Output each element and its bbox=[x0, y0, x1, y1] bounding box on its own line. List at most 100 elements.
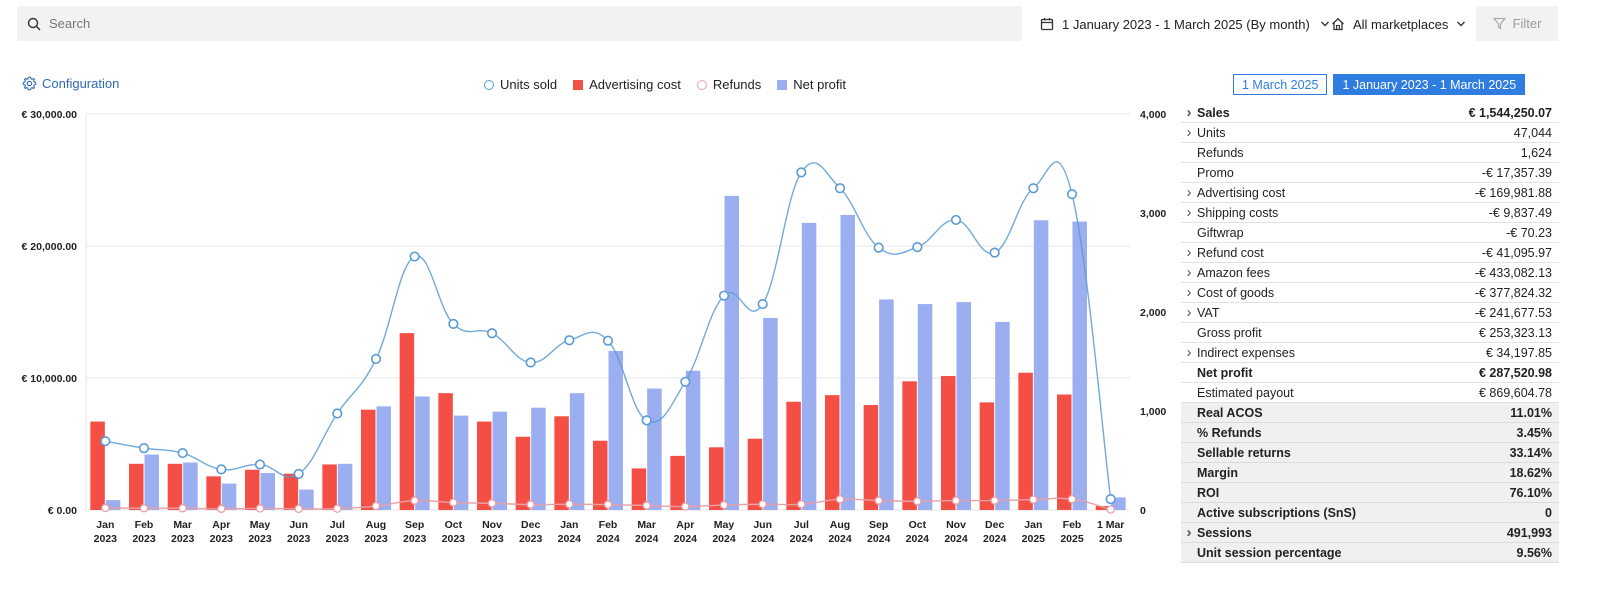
stat-value: -€ 9,837.49 bbox=[1488, 205, 1552, 220]
legend-item-advertising-cost[interactable]: Advertising cost bbox=[573, 77, 681, 92]
x-axis-tick-label: Sep bbox=[405, 519, 424, 531]
point-units-sold bbox=[950, 214, 962, 226]
point-refunds bbox=[294, 504, 303, 514]
bar-advertising-cost bbox=[129, 463, 144, 510]
legend-item-refunds[interactable]: Refunds bbox=[696, 77, 761, 92]
stat-row-net-profit: Net profit € 287,520.98 bbox=[1181, 363, 1559, 383]
search-box[interactable] bbox=[17, 6, 1022, 41]
right-axis-tick-label: 2,000 bbox=[1140, 307, 1166, 319]
bar-advertising-cost bbox=[670, 455, 685, 510]
bar-advertising-cost bbox=[399, 333, 415, 510]
x-axis-tick-year: 2024 bbox=[867, 533, 891, 545]
x-axis-tick-label: Mar bbox=[637, 519, 656, 531]
period-tabs: 1 March 2025 1 January 2023 - 1 March 20… bbox=[1233, 74, 1526, 95]
chevron-right-icon[interactable]: › bbox=[1186, 264, 1192, 281]
tab-single-day[interactable]: 1 March 2025 bbox=[1233, 74, 1328, 95]
bar-net-profit bbox=[685, 370, 701, 510]
bar-advertising-cost bbox=[786, 401, 801, 510]
legend-item-net-profit[interactable]: Net profit bbox=[777, 77, 846, 92]
stat-row-advertising-cost[interactable]: › Advertising cost -€ 169,981.88 bbox=[1181, 183, 1559, 203]
stat-row-vat[interactable]: › VAT -€ 241,677.53 bbox=[1181, 303, 1559, 323]
x-axis-tick-year: 2023 bbox=[326, 533, 350, 545]
point-units-sold bbox=[564, 335, 575, 346]
stat-value: € 287,520.98 bbox=[1479, 365, 1552, 380]
bar-advertising-cost bbox=[283, 473, 299, 510]
chevron-right-icon[interactable]: › bbox=[1186, 284, 1192, 301]
point-units-sold bbox=[370, 353, 382, 365]
bar-net-profit bbox=[647, 388, 662, 510]
chevron-right-icon[interactable]: › bbox=[1186, 124, 1192, 141]
stat-value: -€ 169,981.88 bbox=[1474, 185, 1552, 200]
chevron-right-icon[interactable]: › bbox=[1186, 104, 1192, 121]
filter-button[interactable]: Filter bbox=[1476, 6, 1558, 41]
x-axis-tick-year: 2023 bbox=[480, 533, 504, 545]
x-axis-tick-year: 2024 bbox=[596, 533, 620, 545]
point-refunds bbox=[642, 501, 651, 510]
point-units-sold bbox=[796, 167, 807, 178]
stat-value: -€ 433,082.13 bbox=[1474, 265, 1552, 280]
stat-row-amazon-fees[interactable]: › Amazon fees -€ 433,082.13 bbox=[1181, 263, 1559, 283]
left-axis-tick-label: € 30,000.00 bbox=[22, 109, 78, 121]
calendar-icon bbox=[1040, 18, 1054, 31]
x-axis-tick-year: 2023 bbox=[364, 533, 388, 545]
point-refunds bbox=[1067, 494, 1077, 504]
left-axis-tick-label: € 10,000.00 bbox=[22, 373, 78, 385]
date-range-selector[interactable]: 1 January 2023 - 1 March 2025 (By month) bbox=[1040, 14, 1330, 34]
stat-value: -€ 70.23 bbox=[1506, 225, 1552, 240]
chevron-right-icon[interactable]: › bbox=[1186, 344, 1192, 361]
point-refunds bbox=[951, 496, 961, 505]
point-units-sold bbox=[1105, 494, 1116, 505]
x-axis-tick-year: 2024 bbox=[635, 533, 659, 545]
x-axis-tick-year: 2024 bbox=[558, 533, 582, 545]
x-axis-tick-label: Feb bbox=[599, 519, 618, 531]
stat-label: ROI bbox=[1197, 485, 1220, 500]
x-axis-tick-label: Oct bbox=[445, 519, 463, 531]
stat-row-cost-of-goods[interactable]: › Cost of goods -€ 377,824.32 bbox=[1181, 283, 1559, 303]
point-refunds bbox=[101, 503, 110, 513]
stat-label: Margin bbox=[1197, 465, 1238, 480]
bar-net-profit bbox=[995, 321, 1010, 510]
chevron-right-icon[interactable]: › bbox=[1186, 524, 1192, 541]
point-units-sold bbox=[1066, 189, 1078, 200]
tab-full-range[interactable]: 1 January 2023 - 1 March 2025 bbox=[1333, 74, 1526, 95]
point-units-sold bbox=[486, 328, 498, 339]
x-axis-tick-label: Oct bbox=[909, 519, 927, 531]
stat-value: -€ 377,824.32 bbox=[1474, 285, 1552, 300]
stat-row-units[interactable]: › Units 47,044 bbox=[1181, 123, 1559, 143]
right-axis-tick-label: 1,000 bbox=[1140, 406, 1166, 418]
x-axis-tick-year: 2024 bbox=[906, 533, 930, 545]
filter-label: Filter bbox=[1512, 16, 1542, 31]
search-input[interactable] bbox=[47, 15, 951, 32]
chevron-right-icon[interactable]: › bbox=[1186, 304, 1192, 321]
stat-label: Cost of goods bbox=[1197, 285, 1275, 300]
stat-row-sales[interactable]: › Sales € 1,544,250.07 bbox=[1181, 103, 1559, 123]
chevron-right-icon[interactable]: › bbox=[1186, 204, 1192, 221]
point-refunds bbox=[139, 503, 149, 513]
stat-row-refunds: % Refunds 3.45% bbox=[1181, 423, 1559, 443]
x-axis-tick-year: 2023 bbox=[171, 533, 195, 545]
stat-row-refund-cost[interactable]: › Refund cost -€ 41,095.97 bbox=[1181, 243, 1559, 263]
x-axis-tick-year: 2023 bbox=[403, 533, 427, 545]
x-axis-tick-label: Apr bbox=[212, 519, 230, 531]
stat-label: Advertising cost bbox=[1197, 185, 1286, 200]
stat-row-shipping-costs[interactable]: › Shipping costs -€ 9,837.49 bbox=[1181, 203, 1559, 223]
x-axis-tick-year: 2023 bbox=[248, 533, 272, 545]
stat-row-indirect-expenses[interactable]: › Indirect expenses € 34,197.85 bbox=[1181, 343, 1559, 363]
search-icon bbox=[27, 17, 41, 30]
stat-value: -€ 41,095.97 bbox=[1481, 245, 1552, 260]
stat-row-real-acos: Real ACOS 11.01% bbox=[1181, 403, 1559, 423]
bar-net-profit bbox=[879, 299, 894, 510]
configuration-link[interactable]: Configuration bbox=[22, 76, 119, 91]
legend-item-units-sold[interactable]: Units sold bbox=[484, 77, 557, 92]
stat-row-sessions[interactable]: › Sessions 491,993 bbox=[1181, 523, 1559, 543]
stat-label: Indirect expenses bbox=[1197, 345, 1295, 360]
stat-value: € 869,604.78 bbox=[1479, 385, 1552, 400]
legend-marker-advertising-cost bbox=[573, 79, 584, 90]
point-refunds bbox=[603, 500, 613, 509]
chevron-right-icon[interactable]: › bbox=[1186, 244, 1192, 261]
chevron-right-icon[interactable]: › bbox=[1186, 184, 1192, 201]
bar-net-profit bbox=[1072, 221, 1087, 510]
left-axis-tick-label: € 0.00 bbox=[48, 505, 77, 517]
marketplace-selector[interactable]: All marketplaces bbox=[1331, 14, 1466, 34]
point-units-sold bbox=[641, 415, 652, 426]
